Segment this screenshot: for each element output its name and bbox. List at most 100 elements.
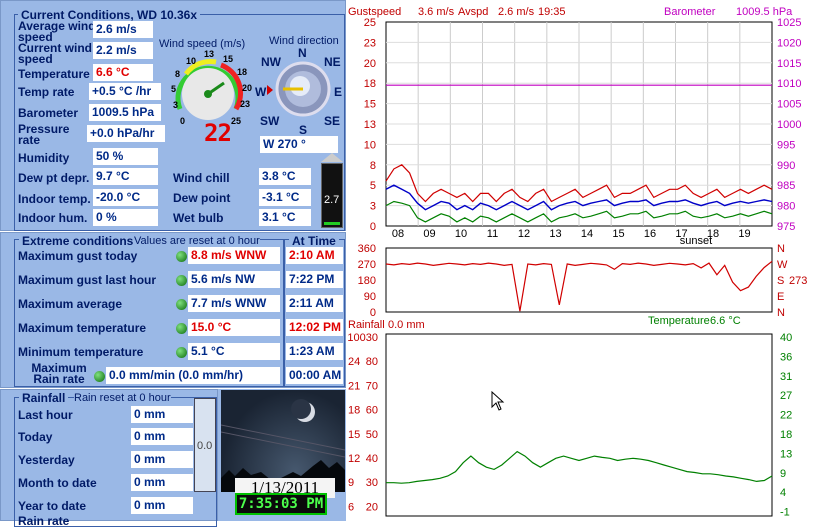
rain-row-label: Year to date [18,499,87,513]
rainfall-y-tick: 40 [366,453,378,465]
average-wind-value: 2.6 m/s [93,21,153,38]
gauge-tick-10: 10 [186,56,197,66]
extreme-reset-note: Values are reset at 0 hour [134,235,260,247]
rain-row-value: 0 mm [131,428,193,445]
graphs-area: Gustspeed 3.6 m/s Avspd 2.6 m/s 19:35 Baromet… [347,6,807,519]
gauge-tick-18: 18 [237,67,248,77]
extreme-row-time: 1:23 AM [286,343,343,360]
temperature-y-tick: 18 [780,429,792,441]
gauge-tick-3: 3 [173,100,179,110]
direction-chart-frame [385,247,773,313]
extreme-row-time: 00:00 AM [286,367,343,384]
time-x-tick: 18 [707,228,719,240]
wet-bulb-label: Wet bulb [173,211,224,225]
extreme-conditions-panel: Extreme conditions Values are reset at 0… [0,232,346,388]
wind-y-tick: 20 [364,58,376,70]
rainfall-legend-value: 0.0 mm [388,319,425,331]
wind-chill-value: 3.8 °C [259,168,311,185]
uv-indicator: 2.7 [321,163,343,228]
uv-scroll-up-icon[interactable] [321,153,343,162]
temperature-value: 6.6 °C [93,64,153,81]
direction-y-tick: 0 [370,307,376,319]
compass-sw: SW [260,114,280,128]
gauge-tick-5: 5 [171,84,177,94]
temperature-y-tick: 9 [780,468,786,480]
rain-row-label: Yesterday [18,453,75,467]
wind-y-tick: 10 [364,139,376,151]
temperature-y-tick: -1 [780,507,790,519]
compass-y-tick: N [777,307,785,319]
rain-rate-label: Rain rate [18,514,70,528]
rain-reset-note: Rain reset at 0 hour [74,392,171,404]
gust-series-line [385,164,773,203]
extreme-row-label: Minimum temperature [18,345,144,359]
pressure-y-tick: 1005 [777,99,801,111]
wind-y-tick: 3 [370,201,376,213]
barometer-legend-label: Barometer [664,6,716,18]
extreme-row-time: 7:22 PM [286,271,343,288]
indoor-humidity-label: Indoor hum. [18,211,88,225]
wind-y-tick: 13 [364,119,376,131]
compass-nw: NW [261,55,281,69]
gauge-tick-20: 20 [242,83,253,93]
gauge-tick-0: 0 [180,116,186,126]
rainrate-y-tick: 24 [348,356,360,368]
current-wind-value: 2.2 m/s [93,42,153,59]
compass-s: S [299,123,308,137]
rainfall-title: Rainfall [19,391,69,405]
barometer-legend-value: 1009.5 hPa [736,6,793,18]
temperature-y-tick: 22 [780,410,792,422]
extreme-row-value: 5.1 °C [188,343,280,360]
rainrate-y-tick: 6 [348,501,354,513]
wind-speed-gauge [175,59,244,120]
wind-y-tick: 8 [370,160,376,172]
rainfall-y-tick: 10030 [347,332,378,344]
extreme-conditions-title: Extreme conditions [19,234,137,248]
extreme-row-label: Maximum gust last hour [18,273,157,287]
time-display: 7:35:03 PM [235,493,327,515]
wind-direction-title: Wind direction [269,35,339,47]
wind-y-tick: 15 [364,99,376,111]
at-time-title: At Time [289,234,339,248]
time-x-tick: 19 [738,228,750,240]
extreme-row-label: Maximum temperature [18,321,147,335]
status-led-icon [176,275,187,286]
time-x-tick: 11 [487,228,498,240]
rainrate-y-tick: 9 [348,477,354,489]
humidity-label: Humidity [18,151,70,165]
temperature-y-tick: 31 [780,371,792,383]
temperature-series-line [386,450,773,484]
time-x-tick: 10 [455,228,467,240]
wind-y-tick: 18 [364,78,376,90]
rainfall-y-tick: 80 [366,356,378,368]
moon-image [221,390,345,492]
wind-y-tick: 5 [370,180,376,192]
current-wind-label: Current wind speed [18,41,92,66]
direction-y-tick: 180 [358,275,376,287]
wind-direction-value: W 270 ° [260,136,338,153]
time-x-tick: 09 [423,228,435,240]
status-led-icon [176,299,187,310]
rainfall-y-tick: 50 [366,429,378,441]
pressure-y-tick: 1010 [777,78,801,90]
compass-y-tick: E [777,291,784,303]
wind-y-tick: 25 [364,17,376,29]
compass-n: N [298,46,307,60]
uv-level-bar [324,222,340,225]
time-x-tick: 15 [612,228,624,240]
rainrate-y-tick: 18 [348,405,360,417]
status-led-icon [94,371,105,382]
rainrate-y-tick: 21 [348,380,360,392]
temperature-y-tick: 4 [780,487,786,499]
indoor-temp-label: Indoor temp. [18,192,91,206]
compass-w: W [255,85,267,99]
dew-depression-value: 9.7 °C [93,168,158,185]
pressure-y-tick: 985 [777,180,795,192]
pressure-y-tick: 980 [777,201,795,213]
extreme-row-time: 12:02 PM [286,319,343,336]
extreme-row-label: Maximum average [18,297,123,311]
avg-series-line [385,184,773,211]
avg-legend-label: Avspd [458,6,488,18]
gust-legend-label: Gustspeed [348,6,401,18]
pressure-rate-value: +0.0 hPa/hr [87,125,165,142]
